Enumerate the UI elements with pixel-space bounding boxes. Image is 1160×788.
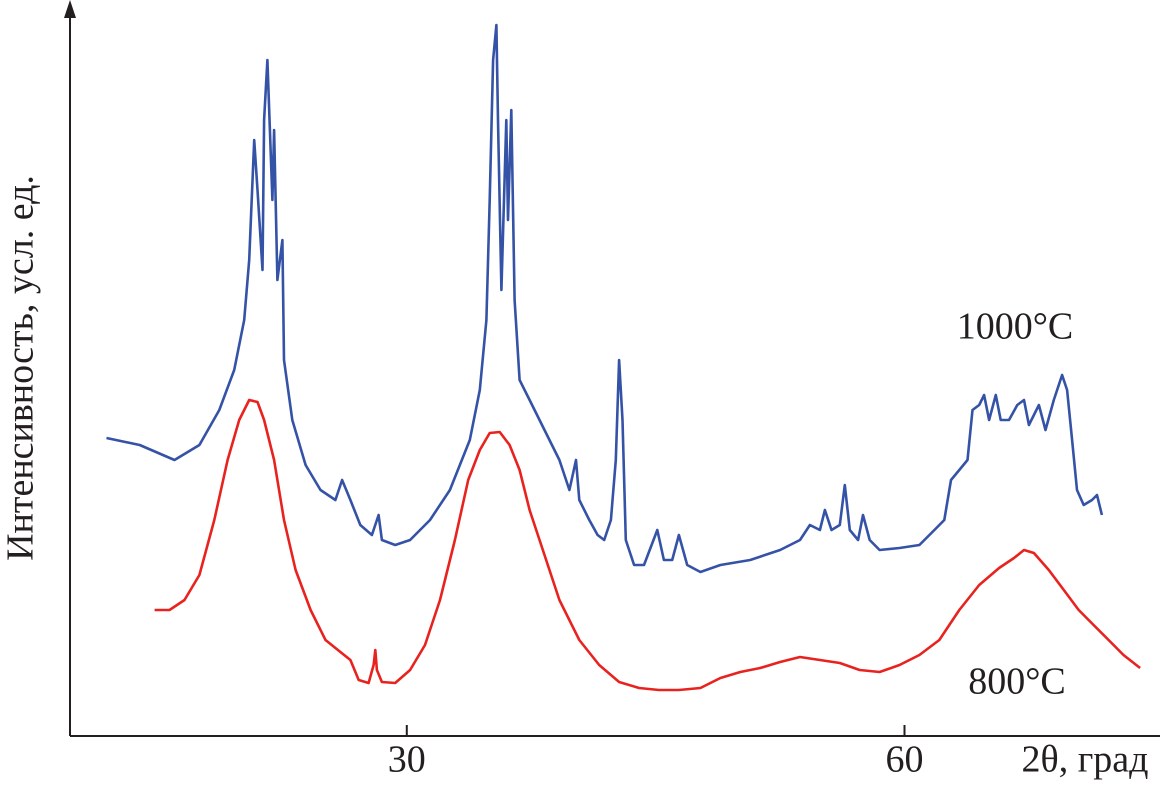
x-axis-label: 2θ, град: [1022, 739, 1149, 781]
x-tick-label: 60: [886, 739, 924, 781]
series-label: 800°C: [968, 661, 1066, 703]
data-line: [106, 23, 1104, 574]
x-tick-label: 30: [388, 739, 426, 781]
y-axis-label: Интенсивность, усл. ед.: [0, 175, 42, 561]
data-line: [154, 398, 1141, 692]
series-label: 1000°C: [957, 306, 1074, 348]
y-axis-arrow: [64, 0, 76, 18]
